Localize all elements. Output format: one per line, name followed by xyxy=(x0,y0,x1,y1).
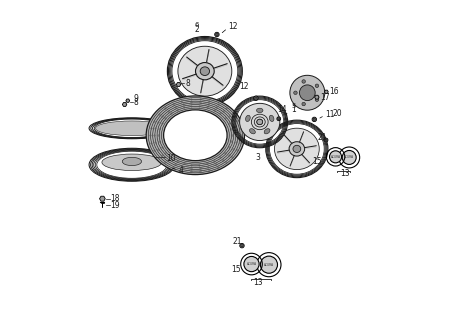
Circle shape xyxy=(278,118,280,120)
Ellipse shape xyxy=(274,128,319,170)
Text: 1: 1 xyxy=(291,105,296,114)
Polygon shape xyxy=(126,99,130,102)
Text: 13: 13 xyxy=(253,278,263,287)
Circle shape xyxy=(215,32,219,37)
Text: ACURA: ACURA xyxy=(264,263,274,267)
Circle shape xyxy=(277,117,281,121)
Ellipse shape xyxy=(196,62,214,80)
Ellipse shape xyxy=(245,115,250,122)
Circle shape xyxy=(329,151,342,163)
Ellipse shape xyxy=(95,121,168,136)
Circle shape xyxy=(254,96,258,100)
Text: 8: 8 xyxy=(134,99,139,108)
Ellipse shape xyxy=(293,145,301,153)
Text: 16: 16 xyxy=(329,87,339,96)
Ellipse shape xyxy=(257,119,263,125)
Ellipse shape xyxy=(102,154,162,171)
Ellipse shape xyxy=(146,96,244,175)
Text: 15: 15 xyxy=(231,265,240,274)
Circle shape xyxy=(315,98,319,101)
Circle shape xyxy=(216,33,218,36)
Circle shape xyxy=(260,256,277,273)
Circle shape xyxy=(244,256,259,272)
Text: 12: 12 xyxy=(239,82,249,91)
Text: 20: 20 xyxy=(333,108,342,117)
Ellipse shape xyxy=(289,142,305,156)
Text: 21: 21 xyxy=(233,237,242,246)
Circle shape xyxy=(255,97,257,100)
Text: 14: 14 xyxy=(277,105,287,114)
Circle shape xyxy=(299,85,315,100)
Text: 15: 15 xyxy=(312,157,322,166)
Polygon shape xyxy=(100,196,105,201)
Ellipse shape xyxy=(240,103,280,140)
Circle shape xyxy=(302,102,306,106)
Ellipse shape xyxy=(264,129,270,134)
Circle shape xyxy=(313,118,315,121)
Ellipse shape xyxy=(250,129,255,134)
Text: 19: 19 xyxy=(110,201,120,210)
Circle shape xyxy=(241,244,243,247)
Text: 10: 10 xyxy=(166,154,175,163)
Circle shape xyxy=(342,150,356,164)
Ellipse shape xyxy=(269,115,274,122)
Circle shape xyxy=(315,84,319,88)
Circle shape xyxy=(302,80,306,83)
Polygon shape xyxy=(122,103,127,107)
Text: ACURA: ACURA xyxy=(344,156,354,159)
Text: 17: 17 xyxy=(320,93,329,102)
Text: 7: 7 xyxy=(282,113,288,122)
Ellipse shape xyxy=(200,67,210,76)
Ellipse shape xyxy=(257,108,263,113)
Text: 5: 5 xyxy=(291,103,296,109)
Ellipse shape xyxy=(122,157,141,165)
Text: 13: 13 xyxy=(340,170,350,179)
Text: 9: 9 xyxy=(134,94,139,103)
Polygon shape xyxy=(314,95,319,99)
Polygon shape xyxy=(176,83,181,86)
Polygon shape xyxy=(324,90,328,93)
Text: 18: 18 xyxy=(110,194,120,203)
Text: ACURA: ACURA xyxy=(330,155,341,159)
Circle shape xyxy=(325,139,327,141)
Circle shape xyxy=(290,75,325,110)
Text: 11: 11 xyxy=(325,109,334,118)
Ellipse shape xyxy=(178,46,232,96)
Ellipse shape xyxy=(164,110,227,161)
Text: 21: 21 xyxy=(317,133,327,142)
Text: 8: 8 xyxy=(185,79,190,88)
Text: 4: 4 xyxy=(179,166,183,175)
Text: 2: 2 xyxy=(195,25,199,34)
Circle shape xyxy=(324,138,328,142)
Text: 3: 3 xyxy=(256,153,260,162)
Text: 12: 12 xyxy=(227,22,237,31)
Circle shape xyxy=(312,117,316,122)
Circle shape xyxy=(240,244,244,248)
Text: 6: 6 xyxy=(195,22,199,28)
Circle shape xyxy=(294,91,297,94)
Text: ACURA: ACURA xyxy=(246,262,257,266)
